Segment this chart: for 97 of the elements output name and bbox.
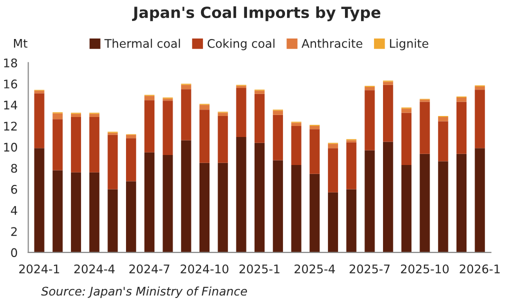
bar xyxy=(89,172,100,252)
y-tick-label: 2 xyxy=(11,227,17,236)
bar xyxy=(236,86,246,88)
bar xyxy=(438,161,448,252)
bar xyxy=(438,121,448,162)
bar xyxy=(52,170,63,252)
bar xyxy=(126,138,136,182)
bar xyxy=(328,148,338,192)
bar xyxy=(162,154,173,252)
bar xyxy=(401,164,412,252)
legend-label: Thermal coal xyxy=(104,38,180,48)
x-tick-label: 2024-1 xyxy=(19,264,60,274)
bar xyxy=(199,110,210,163)
bar xyxy=(218,112,228,116)
bar xyxy=(34,93,44,148)
bar xyxy=(126,181,136,252)
bar xyxy=(474,90,485,148)
bar xyxy=(310,174,320,252)
bar xyxy=(328,144,338,148)
y-axis-title: Mt xyxy=(14,39,28,48)
bar xyxy=(70,114,82,118)
y-tick-label: 16 xyxy=(4,80,18,88)
bar xyxy=(89,114,100,118)
legend-label: Anthracite xyxy=(302,38,362,48)
bar xyxy=(272,160,283,252)
bar xyxy=(272,114,283,160)
bar xyxy=(181,89,192,140)
bar xyxy=(383,142,394,252)
bar xyxy=(144,100,154,152)
x-tick-label: 2026-1 xyxy=(460,264,500,274)
source-note: Source: Japan's Ministry of Finance xyxy=(41,286,247,298)
bar xyxy=(456,102,467,154)
bar xyxy=(34,90,44,94)
bar xyxy=(199,104,210,110)
x-tick-label: 2024-7 xyxy=(129,264,170,274)
bar xyxy=(474,148,485,252)
bar xyxy=(438,117,448,122)
bar xyxy=(474,86,485,90)
bar xyxy=(236,137,246,252)
bar xyxy=(162,100,173,155)
x-tick-label: 2025-1 xyxy=(240,264,280,274)
x-tick-label: 2024-10 xyxy=(180,264,228,274)
chart-title: Japan's Coal Imports by Type xyxy=(132,6,380,22)
bar xyxy=(89,117,100,172)
y-tick-label: 4 xyxy=(10,206,18,215)
legend-label: Coking coal xyxy=(208,38,274,50)
bar xyxy=(383,82,394,85)
y-tick-label: 18 xyxy=(4,58,18,68)
bar xyxy=(181,140,192,252)
bar xyxy=(218,162,228,252)
y-tick-label: 12 xyxy=(4,122,17,130)
legend-label: Lignite xyxy=(390,38,428,50)
bar xyxy=(52,113,63,120)
bar xyxy=(383,84,394,142)
bar xyxy=(254,90,265,94)
bar xyxy=(420,102,430,154)
bar xyxy=(364,86,375,90)
y-tick-label: 6 xyxy=(11,184,18,194)
bar xyxy=(291,122,302,126)
bar xyxy=(181,84,192,90)
bar xyxy=(346,189,356,252)
y-tick-label: 0 xyxy=(11,248,18,258)
bar xyxy=(346,142,356,190)
x-tick-label: 2025-4 xyxy=(294,264,335,274)
bar xyxy=(108,134,118,190)
bar xyxy=(144,96,154,100)
bar xyxy=(456,154,467,252)
bar xyxy=(254,142,265,252)
x-tick-label: 2024-4 xyxy=(74,264,115,274)
bar xyxy=(199,162,210,252)
bar xyxy=(126,134,136,138)
bar xyxy=(70,172,82,252)
x-tick-label: 2025-7 xyxy=(350,264,390,274)
bar xyxy=(420,154,430,252)
bar xyxy=(70,117,82,172)
bar xyxy=(108,189,118,252)
bar xyxy=(401,108,412,113)
bar xyxy=(52,119,63,170)
bar xyxy=(310,129,320,174)
bar xyxy=(364,150,375,252)
bar xyxy=(310,126,320,130)
bar xyxy=(34,148,44,252)
bar xyxy=(236,88,246,138)
bar xyxy=(218,116,228,163)
y-tick-label: 14 xyxy=(4,100,18,110)
bar xyxy=(291,126,302,165)
bar xyxy=(254,94,265,143)
x-tick-label: 2025-10 xyxy=(400,264,449,274)
bar xyxy=(456,98,467,102)
y-tick-label: 8 xyxy=(11,164,18,173)
y-tick-label: 10 xyxy=(4,142,18,152)
bar xyxy=(328,192,338,252)
bar xyxy=(272,110,283,115)
bar xyxy=(401,112,412,165)
bar xyxy=(144,152,154,252)
bar xyxy=(364,90,375,150)
bar xyxy=(291,164,302,252)
